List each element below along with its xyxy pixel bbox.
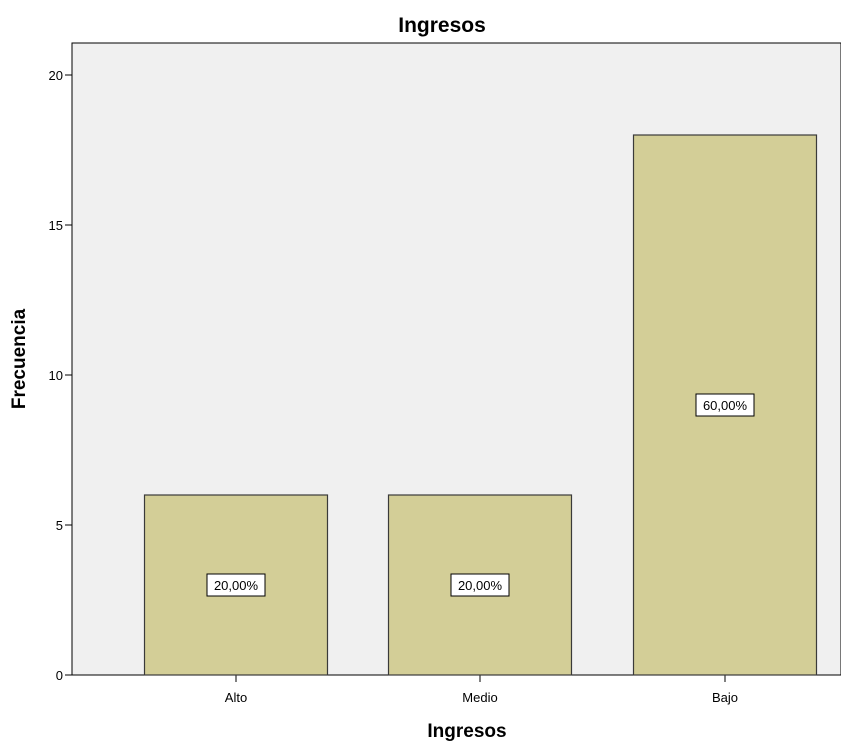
chart-title: Ingresos — [398, 14, 486, 37]
y-tick-label: 0 — [56, 668, 63, 683]
data-label-box — [695, 393, 755, 417]
y-tick-label: 20 — [49, 68, 63, 83]
y-axis: 0 5 10 15 20 — [49, 43, 73, 683]
x-axis: Alto Medio Bajo — [72, 674, 841, 705]
y-tick-label: 15 — [49, 218, 63, 233]
data-label: 20,00% — [458, 578, 503, 593]
x-tick-label: Alto — [225, 690, 247, 705]
y-tick-label: 10 — [49, 368, 63, 383]
x-axis-title: Ingresos — [427, 721, 506, 742]
data-labels: 20,00% 20,00% 60,00% — [206, 393, 755, 597]
y-axis-title: Frecuencia — [9, 308, 30, 409]
y-tick-label: 5 — [56, 518, 63, 533]
x-tick-label: Medio — [462, 690, 497, 705]
x-tick-label: Bajo — [712, 690, 738, 705]
data-label-box — [206, 573, 266, 597]
data-label-box — [450, 573, 510, 597]
data-label: 60,00% — [703, 398, 748, 413]
data-label: 20,00% — [214, 578, 259, 593]
